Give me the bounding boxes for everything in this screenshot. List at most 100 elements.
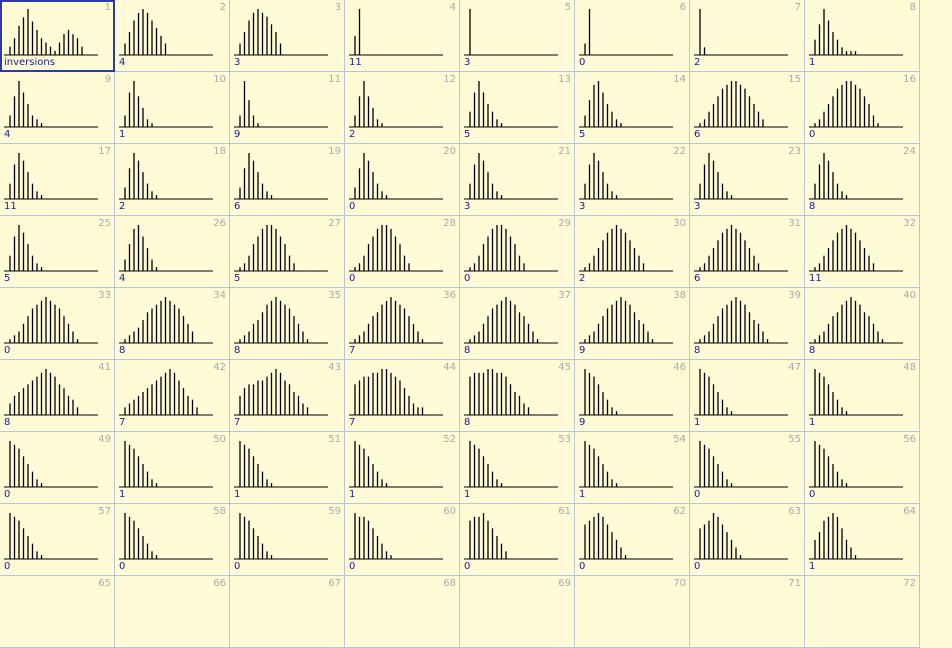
cell-index: 11 xyxy=(328,74,341,85)
histogram-cell[interactable]: 72 xyxy=(805,576,920,648)
cell-index: 39 xyxy=(788,290,801,301)
cell-label: 8 xyxy=(809,201,816,212)
histogram-cell[interactable]: 12 2 xyxy=(345,72,460,144)
histogram-cell[interactable]: 43 7 xyxy=(230,360,345,432)
cell-label: 3 xyxy=(694,201,701,212)
histogram-cell[interactable]: 15 6 xyxy=(690,72,805,144)
histogram-plot xyxy=(349,9,443,56)
histogram-cell[interactable]: 67 xyxy=(230,576,345,648)
histogram-cell[interactable]: 18 2 xyxy=(115,144,230,216)
histogram-cell[interactable]: 10 1 xyxy=(115,72,230,144)
histogram-cell[interactable]: 20 0 xyxy=(345,144,460,216)
histogram-cell[interactable]: 69 xyxy=(460,576,575,648)
histogram-cell[interactable]: 4 11 xyxy=(345,0,460,72)
histogram-cell[interactable]: 49 0 xyxy=(0,432,115,504)
cell-label: 8 xyxy=(464,345,471,356)
histogram-cell[interactable]: 57 0 xyxy=(0,504,115,576)
histogram-plot xyxy=(694,513,788,560)
histogram-cell[interactable]: 26 4 xyxy=(115,216,230,288)
histogram-cell[interactable]: 44 7 xyxy=(345,360,460,432)
histogram-cell[interactable]: 63 0 xyxy=(690,504,805,576)
cell-label: 2 xyxy=(579,273,586,284)
histogram-cell[interactable]: 24 8 xyxy=(805,144,920,216)
histogram-cell[interactable]: 11 9 xyxy=(230,72,345,144)
histogram-plot xyxy=(4,369,98,416)
histogram-cell[interactable]: 54 1 xyxy=(575,432,690,504)
histogram-cell[interactable]: 33 0 xyxy=(0,288,115,360)
histogram-cell[interactable]: 64 1 xyxy=(805,504,920,576)
histogram-cell[interactable]: 52 1 xyxy=(345,432,460,504)
histogram-cell[interactable]: 39 8 xyxy=(690,288,805,360)
histogram-plot xyxy=(4,513,98,560)
cell-index: 53 xyxy=(558,434,571,445)
histogram-cell[interactable]: 35 8 xyxy=(230,288,345,360)
cell-index: 63 xyxy=(788,506,801,517)
histogram-cell[interactable]: 62 0 xyxy=(575,504,690,576)
histogram-cell[interactable]: 40 8 xyxy=(805,288,920,360)
histogram-cell[interactable]: 42 7 xyxy=(115,360,230,432)
histogram-plot xyxy=(579,153,673,200)
histogram-cell[interactable]: 28 0 xyxy=(345,216,460,288)
cell-index: 62 xyxy=(673,506,686,517)
cell-index: 29 xyxy=(558,218,571,229)
histogram-cell[interactable]: 71 xyxy=(690,576,805,648)
histogram-plot xyxy=(119,153,213,200)
histogram-plot xyxy=(579,369,673,416)
cell-label: 6 xyxy=(234,201,241,212)
histogram-cell[interactable]: 36 7 xyxy=(345,288,460,360)
histogram-cell[interactable]: 30 2 xyxy=(575,216,690,288)
cell-index: 42 xyxy=(213,362,226,373)
histogram-cell[interactable]: 66 xyxy=(115,576,230,648)
histogram-plot xyxy=(234,513,328,560)
histogram-cell[interactable]: 17 11 xyxy=(0,144,115,216)
histogram-cell[interactable]: 68 xyxy=(345,576,460,648)
cell-label: 0 xyxy=(809,129,816,140)
cell-label: 7 xyxy=(349,417,356,428)
histogram-cell[interactable]: 31 6 xyxy=(690,216,805,288)
histogram-plot xyxy=(234,369,328,416)
cell-label: inversions xyxy=(4,57,55,68)
histogram-cell[interactable]: 27 5 xyxy=(230,216,345,288)
histogram-cell[interactable]: 1 inversions xyxy=(0,0,115,72)
histogram-cell[interactable]: 46 9 xyxy=(575,360,690,432)
histogram-cell[interactable]: 22 3 xyxy=(575,144,690,216)
histogram-cell[interactable]: 55 0 xyxy=(690,432,805,504)
cell-index: 27 xyxy=(328,218,341,229)
histogram-cell[interactable]: 34 8 xyxy=(115,288,230,360)
histogram-cell[interactable]: 56 0 xyxy=(805,432,920,504)
histogram-cell[interactable]: 48 1 xyxy=(805,360,920,432)
histogram-cell[interactable]: 29 0 xyxy=(460,216,575,288)
cell-label: 1 xyxy=(349,489,356,500)
histogram-cell[interactable]: 23 3 xyxy=(690,144,805,216)
histogram-cell[interactable]: 37 8 xyxy=(460,288,575,360)
histogram-cell[interactable]: 53 1 xyxy=(460,432,575,504)
histogram-cell[interactable]: 21 3 xyxy=(460,144,575,216)
histogram-cell[interactable]: 13 5 xyxy=(460,72,575,144)
histogram-cell[interactable]: 65 xyxy=(0,576,115,648)
histogram-cell[interactable]: 60 0 xyxy=(345,504,460,576)
histogram-cell[interactable]: 32 11 xyxy=(805,216,920,288)
histogram-cell[interactable]: 41 8 xyxy=(0,360,115,432)
histogram-cell[interactable]: 51 1 xyxy=(230,432,345,504)
cell-label: 3 xyxy=(579,201,586,212)
histogram-cell[interactable]: 61 0 xyxy=(460,504,575,576)
histogram-cell[interactable]: 25 5 xyxy=(0,216,115,288)
histogram-cell[interactable]: 16 0 xyxy=(805,72,920,144)
histogram-cell[interactable]: 47 1 xyxy=(690,360,805,432)
histogram-cell[interactable]: 59 0 xyxy=(230,504,345,576)
histogram-cell[interactable]: 14 5 xyxy=(575,72,690,144)
histogram-cell[interactable]: 50 1 xyxy=(115,432,230,504)
histogram-cell[interactable]: 70 xyxy=(575,576,690,648)
histogram-cell[interactable]: 58 0 xyxy=(115,504,230,576)
cell-label: 7 xyxy=(349,345,356,356)
histogram-cell[interactable]: 19 6 xyxy=(230,144,345,216)
histogram-cell[interactable]: 38 9 xyxy=(575,288,690,360)
histogram-cell[interactable]: 45 8 xyxy=(460,360,575,432)
